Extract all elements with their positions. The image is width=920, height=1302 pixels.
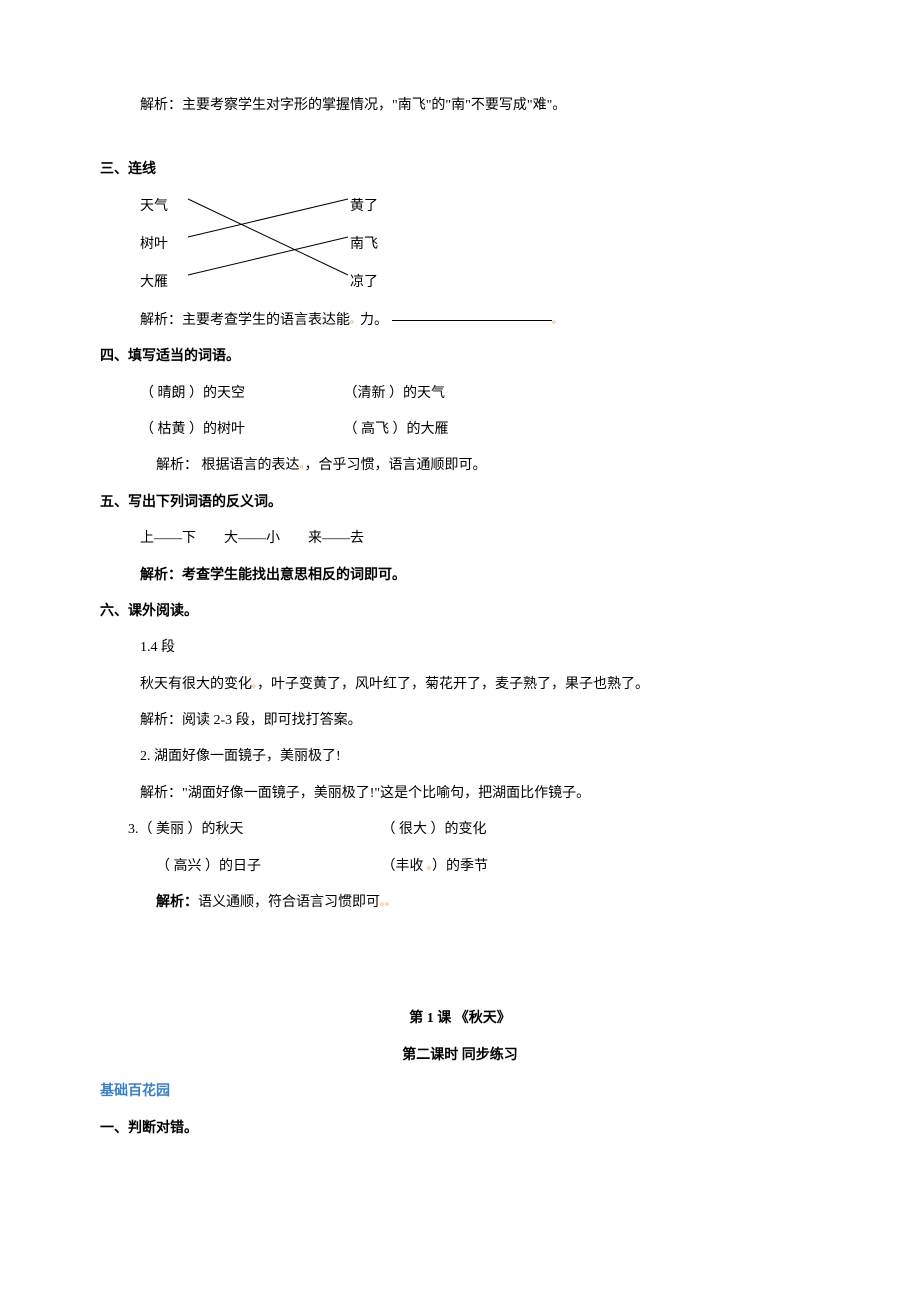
orange-dot-icon: 。	[552, 315, 562, 326]
section-5-heading: 五、写出下列词语的反义词。	[100, 485, 820, 521]
section-3-analysis: 解析：主要考查学生的语言表达能。力。。	[100, 303, 820, 339]
s6-q1b-prefix: 秋天有很大的变化	[140, 677, 252, 692]
next-h1: 一、判断对错。	[100, 1111, 820, 1147]
s6-q3-analysis-text: 语义通顺，符合语言习惯即可	[198, 895, 380, 910]
spacer	[100, 921, 820, 1001]
section-label-blue: 基础百花园	[100, 1074, 820, 1110]
document-page: 解析：主要考察学生对字形的掌握情况，"南飞"的"南"不要写成"难"。 三、连线 …	[0, 0, 920, 1302]
section-6-heading: 六、课外阅读。	[100, 594, 820, 630]
s6-q3-r2b-prefix: （丰收	[382, 859, 428, 874]
s4-r2a: （ 枯黄 ）的树叶	[140, 412, 340, 448]
s6-q3-r1b: （ 很大 ）的变化	[382, 822, 487, 837]
s3-analysis-suffix: 力。	[360, 313, 388, 328]
s5-analysis: 解析：考查学生能找出意思相反的词即可。	[100, 558, 820, 594]
orange-dot-icon: 。	[350, 315, 360, 326]
s6-q2: 2. 湖面好像一面镜子，美丽极了!	[100, 739, 820, 775]
s4-r1b: （清新 ）的天气	[344, 386, 446, 401]
next-lesson-title-2: 第二课时 同步练习	[100, 1038, 820, 1074]
s4-r2b: （ 高飞 ）的大雁	[344, 422, 449, 437]
s5-row: 上——下 大——小 来——去	[100, 521, 820, 557]
s6-q2-analysis: 解析："湖面好像一面镜子，美丽极了!"这是个比喻句，把湖面比作镜子。	[100, 776, 820, 812]
s6-q3-r2b-suffix: ）的季节	[432, 859, 488, 874]
s4-row1: （ 晴朗 ）的天空 （清新 ）的天气	[100, 376, 820, 412]
s6-q3-r2a: （ 高兴 ）的日子	[156, 849, 378, 885]
match-lines-svg	[140, 189, 400, 299]
s4-row2: （ 枯黄 ）的树叶 （ 高飞 ）的大雁	[100, 412, 820, 448]
matching-diagram: 天气 树叶 大雁 黄了 南飞 凉了	[140, 189, 820, 299]
s6-q3-row1: 3.（ 美丽 ）的秋天 （ 很大 ）的变化	[100, 812, 820, 848]
s6-q3-r1a: 3.（ 美丽 ）的秋天	[128, 812, 378, 848]
s6-q1b-suffix: ，叶子变黄了，风叶红了，菊花开了，麦子熟了，果子也熟了。	[257, 677, 649, 692]
section-4-heading: 四、填写适当的词语。	[100, 339, 820, 375]
s4-analysis: 解析： 根据语言的表达。，合乎习惯，语言通顺即可。	[100, 448, 820, 484]
s6-q1a: 1.4 段	[100, 630, 820, 666]
orange-dot-icon: 。	[385, 897, 395, 908]
s6-q3-analysis: 解析：语义通顺，符合语言习惯即可。。	[100, 885, 820, 921]
top-analysis: 解析：主要考察学生对字形的掌握情况，"南飞"的"南"不要写成"难"。	[100, 88, 820, 124]
s6-q3-row2: （ 高兴 ）的日子 （丰收 。）的季节	[100, 849, 820, 885]
s4-analysis-suffix: ，合乎习惯，语言通顺即可。	[305, 458, 487, 473]
s4-analysis-prefix: 解析： 根据语言的表达	[156, 458, 300, 473]
s3-analysis-prefix: 解析：主要考查学生的语言表达能	[140, 313, 350, 328]
s6-q1b: 秋天有很大的变化。，叶子变黄了，风叶红了，菊花开了，麦子熟了，果子也熟了。	[100, 667, 820, 703]
s6-q1-analysis: 解析：阅读 2-3 段，即可找打答案。	[100, 703, 820, 739]
spacer	[100, 124, 820, 152]
next-lesson-title-1: 第 1 课 《秋天》	[100, 1001, 820, 1037]
blank-line	[392, 320, 552, 321]
s6-q3-analysis-label: 解析：	[156, 895, 198, 910]
s4-r1a: （ 晴朗 ）的天空	[140, 376, 340, 412]
section-3-heading: 三、连线	[100, 152, 820, 188]
